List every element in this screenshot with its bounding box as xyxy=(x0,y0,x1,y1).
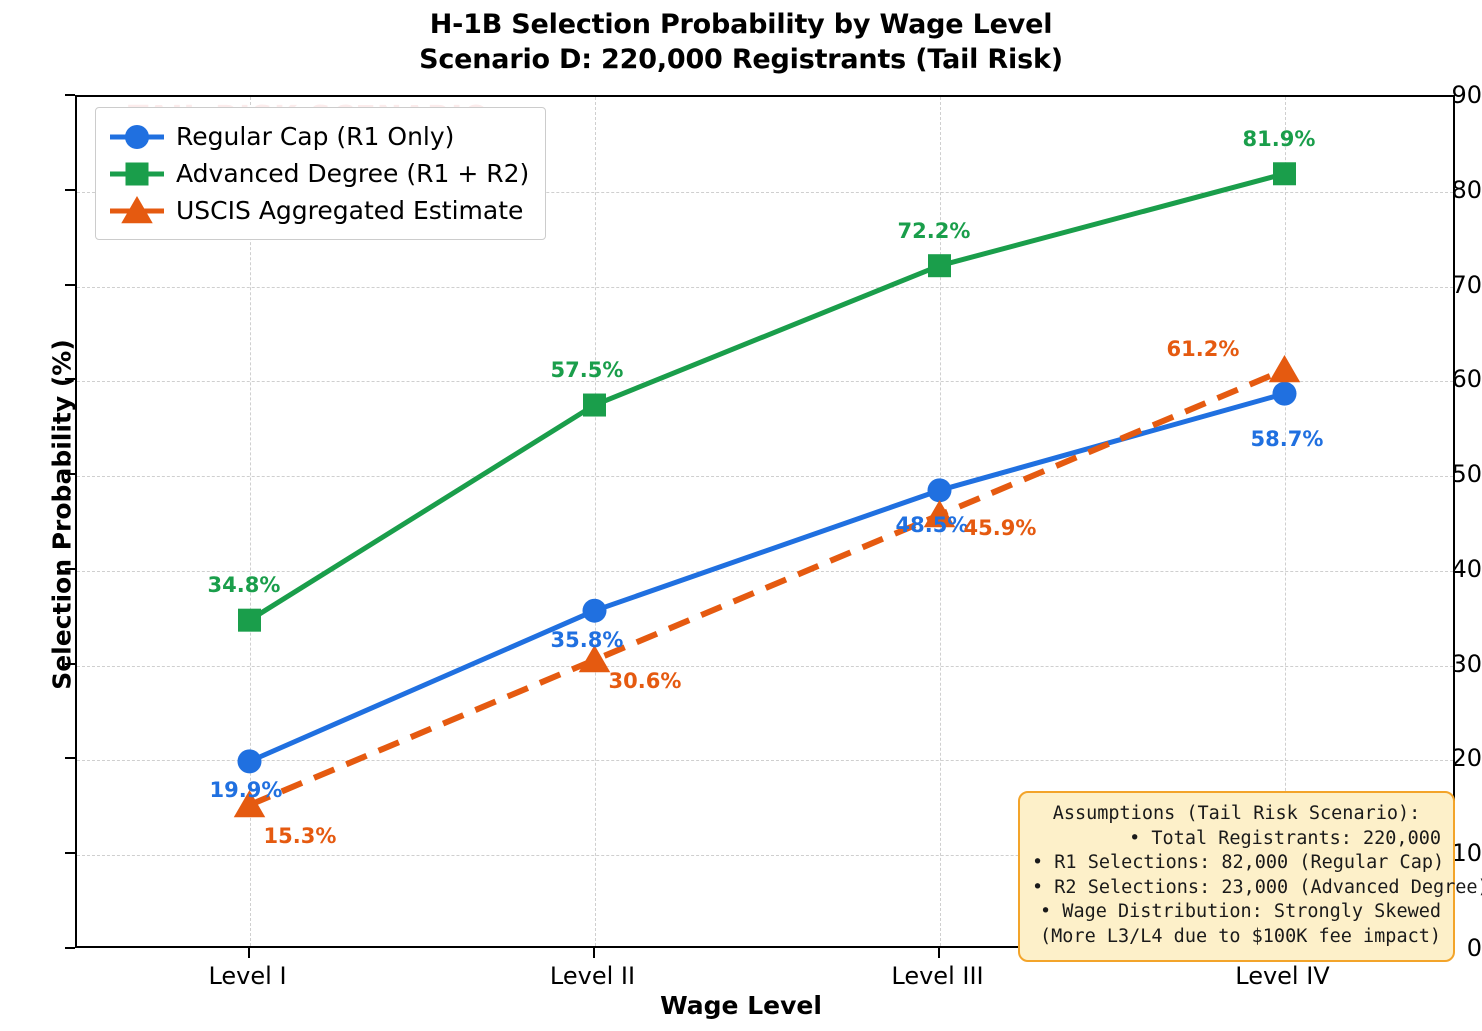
data-point-marker xyxy=(238,608,261,632)
chart-legend[interactable]: Regular Cap (R1 Only) Advanced Degree (R1… xyxy=(95,107,547,240)
data-point-marker xyxy=(121,195,153,223)
data-point-marker xyxy=(233,789,266,818)
data-label: 72.2% xyxy=(897,218,971,243)
plot-inner: 19.9% 35.8% 48.5% 58.7% 34.8% 57.5% 72.2% 81.9%… xyxy=(77,97,1453,946)
x-axis-title: Wage Level xyxy=(660,991,822,1020)
y-tick-label: 20 xyxy=(1451,744,1482,773)
y-tick-label: 0 xyxy=(1466,934,1482,962)
y-tick-mark xyxy=(65,188,75,191)
assumptions-line: • R2 Selections: 23,000 (Advanced Degree… xyxy=(1032,876,1482,898)
assumptions-box: Assumptions (Tail Risk Scenario): • Total… xyxy=(1018,791,1482,962)
series-line xyxy=(248,171,1286,623)
y-tick-mark xyxy=(65,283,75,286)
data-point-marker xyxy=(928,254,951,278)
chart-title-line-1: H-1B Selection Probability by Wage Level xyxy=(429,9,1053,40)
legend-item-3[interactable]: USCIS Aggregated Estimate xyxy=(108,192,529,229)
series-square xyxy=(238,162,1296,632)
data-label: 34.8% xyxy=(207,573,281,598)
y-tick-mark xyxy=(65,94,75,96)
data-label: 57.5% xyxy=(550,358,624,383)
legend-item-2[interactable]: Advanced Degree (R1 + R2) xyxy=(108,155,529,192)
data-point-marker xyxy=(1273,162,1296,186)
data-label: 81.9% xyxy=(1242,126,1316,151)
assumptions-line: • Wage Distribution: Strongly Skewed xyxy=(1040,901,1441,923)
data-label: 61.2% xyxy=(1166,336,1240,361)
data-label: 48.5% xyxy=(895,513,969,538)
data-point-marker xyxy=(1272,381,1297,406)
x-tick-label: Level III xyxy=(891,962,984,990)
y-tick-label: 50 xyxy=(1451,460,1482,489)
data-point-marker xyxy=(582,598,607,623)
legend-swatch-circle-icon xyxy=(108,122,166,152)
data-point-marker xyxy=(583,393,606,417)
grid-line-horizontal xyxy=(77,476,1453,478)
data-point-marker xyxy=(923,499,956,528)
grid-line-horizontal xyxy=(77,760,1453,762)
assumptions-line: • Total Registrants: 220,000 xyxy=(1129,827,1441,849)
x-tick-mark xyxy=(592,948,595,958)
legend-label: USCIS Aggregated Estimate xyxy=(176,196,524,225)
y-tick-mark xyxy=(65,757,75,760)
y-axis-title: Selection Probability (%) xyxy=(47,339,77,690)
y-tick-mark xyxy=(65,567,75,570)
x-tick-label: Level I xyxy=(208,962,287,990)
grid-line-horizontal xyxy=(77,855,1453,857)
y-tick-label: 90 xyxy=(1451,81,1482,109)
y-tick-label: 60 xyxy=(1451,365,1482,394)
legend-item-1[interactable]: Regular Cap (R1 Only) xyxy=(108,118,529,155)
assumptions-heading: Assumptions (Tail Risk Scenario): xyxy=(1052,803,1421,824)
grid-line-horizontal xyxy=(77,570,1453,572)
grid-line-horizontal xyxy=(77,286,1453,288)
grid-line-horizontal xyxy=(77,381,1453,383)
x-tick-mark xyxy=(937,948,940,958)
data-point-marker xyxy=(125,124,149,149)
data-point-marker xyxy=(237,749,262,774)
data-label: 58.7% xyxy=(1250,426,1324,451)
data-point-marker xyxy=(125,162,149,185)
data-label: 15.3% xyxy=(263,823,337,848)
data-label: 35.8% xyxy=(550,627,624,652)
assumptions-line: • R1 Selections: 82,000 (Regular Cap) xyxy=(1032,852,1445,874)
assumptions-line: (More L3/L4 due to $100K fee impact) xyxy=(1040,925,1441,947)
legend-label: Regular Cap (R1 Only) xyxy=(176,122,455,151)
y-tick-label: 10 xyxy=(1451,839,1482,868)
y-tick-label: 80 xyxy=(1451,175,1482,204)
data-point-marker xyxy=(927,478,952,503)
y-tick-label: 40 xyxy=(1451,554,1482,583)
grid-line-vertical xyxy=(249,97,251,946)
legend-swatch-triangle-icon xyxy=(108,195,166,226)
data-label: 30.6% xyxy=(608,668,682,693)
y-tick-mark xyxy=(65,662,75,665)
data-label: 19.9% xyxy=(209,778,283,803)
chart-title-line-2: Scenario D: 220,000 Registrants (Tail Ri… xyxy=(419,43,1063,75)
series-triangle xyxy=(233,354,1301,818)
grid-line-vertical xyxy=(1284,97,1286,946)
data-label: 45.9% xyxy=(963,515,1037,540)
data-point-marker xyxy=(1268,354,1301,383)
series-circle xyxy=(237,381,1297,774)
y-tick-mark xyxy=(65,852,75,855)
grid-line-vertical xyxy=(594,97,596,946)
y-tick-mark xyxy=(65,473,75,476)
y-tick-label: 30 xyxy=(1451,649,1482,678)
legend-label: Advanced Degree (R1 + R2) xyxy=(176,159,530,188)
y-tick-mark xyxy=(65,947,75,949)
chart-title: H-1B Selection Probability by Wage Level… xyxy=(0,8,1482,77)
y-tick-label: 70 xyxy=(1451,270,1482,299)
series-line xyxy=(248,367,1286,808)
series-layer xyxy=(233,162,1301,818)
x-tick-label: Level IV xyxy=(1235,962,1330,990)
y-tick-mark xyxy=(65,378,75,381)
grid-line-horizontal xyxy=(77,665,1453,667)
x-tick-label: Level II xyxy=(549,962,636,990)
legend-swatch-square-icon xyxy=(108,159,166,189)
data-point-marker xyxy=(578,644,611,673)
grid-line-horizontal xyxy=(77,191,1453,193)
series-line xyxy=(248,391,1286,764)
x-tick-mark xyxy=(247,948,250,958)
